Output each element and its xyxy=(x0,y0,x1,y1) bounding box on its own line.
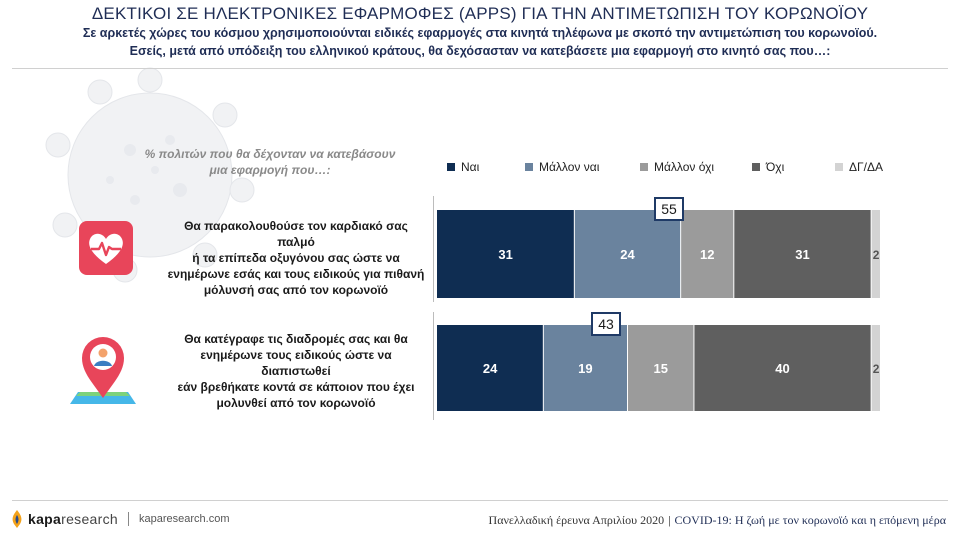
subtitle-line-1: Σε αρκετές χώρες του κόσμου χρησιμοποιού… xyxy=(82,26,878,40)
legend-item-1: Ναι xyxy=(447,160,479,174)
row-label-line: ή τα επίπεδα οξυγόνου σας ώστε να xyxy=(192,251,400,265)
legend-swatch xyxy=(752,163,760,171)
bar-value-label: 15 xyxy=(653,361,667,376)
row-label-line: ενημέρωνε εσάς και τους ειδικούς για πιθ… xyxy=(167,267,425,281)
legend-item-4: Όχι xyxy=(752,160,784,174)
heart-pulse-icon xyxy=(79,221,133,275)
bar-segment-row2-series2 xyxy=(543,325,628,411)
row-label-line: ενημέρωνε τους ειδικούς ώστε να διαπιστω… xyxy=(200,348,392,378)
legend-label: Ναι xyxy=(461,160,480,174)
row-label-line: εάν βρεθήκατε κοντά σε κάποιον που έχει xyxy=(177,380,415,394)
brand-name: kaparesearch xyxy=(28,511,118,527)
bar-value-label: 40 xyxy=(775,361,789,376)
bar-value-label: 31 xyxy=(498,247,512,262)
row-label-line: μολυνθεί από τον κορωνοϊό xyxy=(216,396,376,410)
legend-item-2: Μάλλον ναι xyxy=(525,160,599,174)
legend-item-3: Μάλλον όχι xyxy=(640,160,714,174)
bar-value-label: 2 xyxy=(873,248,880,262)
virus-background-illustration xyxy=(45,67,255,283)
bar-segment-row1-series5 xyxy=(871,210,880,298)
legend-label: ΔΓ/ΔΑ xyxy=(849,160,883,174)
bar-segment-row2-series5 xyxy=(871,325,880,411)
row-divider-2 xyxy=(433,312,434,420)
page-title: ΔΕΚΤΙΚΟΙ ΣΕ ΗΛΕΚΤΡΟΝΙΚΕΣ ΕΦΑΡΜΟΦΕΣ (APPS… xyxy=(91,4,869,23)
bar-segment-row2-series4 xyxy=(693,325,872,411)
bar-value-label: 31 xyxy=(795,247,809,262)
bar-segment-row1-series3 xyxy=(680,210,734,298)
bar-value-label: 2 xyxy=(873,362,880,376)
row-label-heart-monitor: Θα παρακολουθούσε τον καρδιακό σας παλμό… xyxy=(165,218,427,298)
row-label-route-tracking: Θα κατέγραφε τις διαδρομές σας και θα ενη… xyxy=(165,331,427,411)
brand-url: kaparesearch.com xyxy=(139,513,230,525)
bar-segment-row1-series2 xyxy=(574,210,681,298)
bar-value-label: 24 xyxy=(483,361,498,376)
footer-separator: | xyxy=(668,513,671,527)
footer-survey: Πανελλαδική έρευνα Απριλίου 2020 xyxy=(488,513,665,527)
question-label: % πολιτών που θα δέχονταν να κατεβάσουν … xyxy=(140,146,400,178)
bar-segment-row1-series1 xyxy=(437,210,575,298)
bar-value-label: 24 xyxy=(620,247,635,262)
footer-caption: Πανελλαδική έρευνα Απριλίου 2020 | COVID-1… xyxy=(489,513,946,528)
bar-segment-row1-series4 xyxy=(733,210,872,298)
positive-total-label: 55 xyxy=(661,201,677,217)
row-divider-1 xyxy=(433,196,434,302)
legend-label: Μάλλον ναι xyxy=(539,160,600,174)
chart-legend: Ναι Μάλλον ναι Μάλλον όχι Όχι ΔΓ/ΔΑ xyxy=(0,160,960,180)
row-label-line: Θα παρακολουθούσε τον καρδιακό σας παλμό xyxy=(184,219,408,249)
header-divider xyxy=(12,68,948,69)
bar-value-label: 12 xyxy=(700,247,714,262)
row-label-line: Θα κατέγραφε τις διαδρομές σας και θα xyxy=(184,332,408,346)
question-line-1: % πολιτών που θα δέχονταν να κατεβάσουν xyxy=(144,147,396,161)
logo-separator xyxy=(128,512,129,526)
legend-swatch xyxy=(525,163,533,171)
subtitle-line-2: Εσείς, μετά από υπόδειξη του ελληνικού κ… xyxy=(129,44,831,58)
positive-total-label: 43 xyxy=(598,316,614,332)
legend-swatch xyxy=(447,163,455,171)
kapa-research-logo: kaparesearch kaparesearch.com xyxy=(10,509,230,529)
positive-total-box xyxy=(591,312,621,336)
row-label-line: μόλυνσή σας από τον κορωνοϊό xyxy=(203,283,389,297)
footer-divider xyxy=(12,500,948,501)
kapa-logo-icon xyxy=(12,510,22,528)
legend-swatch xyxy=(835,163,843,171)
legend-item-5: ΔΓ/ΔΑ xyxy=(835,160,883,174)
question-line-2: μια εφαρμογή που…: xyxy=(209,163,331,177)
footer-topic: COVID-19: Η ζωή με τον κορωνοϊό και η επ… xyxy=(674,513,947,527)
bar-segment-row2-series1 xyxy=(437,325,544,411)
bar-value-label: 19 xyxy=(578,361,592,376)
legend-label: Μάλλον όχι xyxy=(654,160,715,174)
bar-segment-row2-series3 xyxy=(627,325,694,411)
legend-swatch xyxy=(640,163,648,171)
positive-total-box xyxy=(654,197,684,221)
location-pin-person-icon xyxy=(70,337,136,404)
legend-label: Όχι xyxy=(766,160,785,174)
